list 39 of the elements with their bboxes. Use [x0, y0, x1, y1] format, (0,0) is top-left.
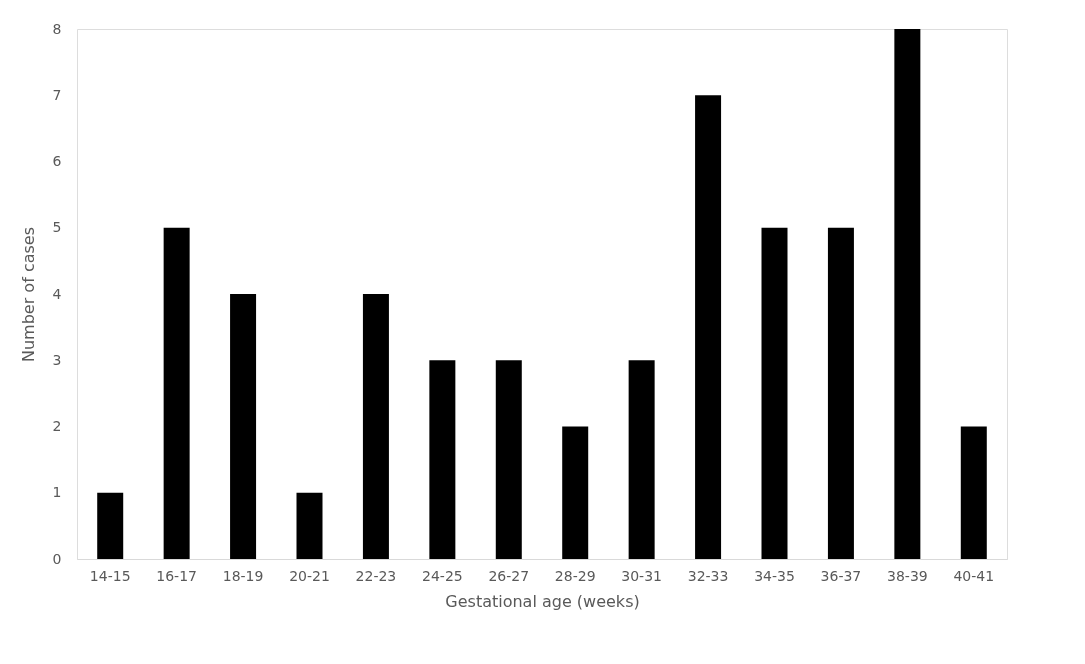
x-tick-label: 26-27: [488, 567, 530, 584]
y-tick-label: 8: [52, 20, 62, 37]
x-tick-label: 36-37: [820, 567, 862, 584]
y-tick-label: 3: [52, 351, 62, 368]
x-tick-label: 20-21: [289, 567, 330, 584]
x-axis-title: Gestational age (weeks): [445, 591, 640, 611]
x-tick-label: 22-23: [355, 567, 397, 584]
y-axis-title: Number of cases: [18, 227, 38, 362]
bar: [827, 227, 854, 559]
x-tick-label: 30-31: [621, 567, 662, 584]
y-tick-label: 0: [52, 550, 62, 567]
bar: [163, 227, 190, 559]
y-tick-label: 7: [52, 86, 62, 103]
bar: [230, 294, 257, 559]
bar: [97, 492, 124, 559]
bar: [362, 294, 389, 559]
bar: [562, 426, 589, 559]
bar: [761, 227, 788, 559]
y-tick-label: 2: [52, 418, 62, 434]
bar: [960, 426, 987, 559]
y-tick-label: 6: [52, 153, 62, 169]
y-tick-label: 1: [52, 484, 62, 501]
bar: [495, 360, 522, 559]
bar: [628, 360, 655, 559]
x-tick-label: 24-25: [422, 567, 463, 584]
x-tick-label: 40-41: [953, 567, 995, 584]
x-tick-label: 14-15: [89, 567, 131, 584]
bar: [695, 95, 722, 559]
bar: [894, 29, 921, 559]
y-tick-label: 5: [52, 219, 62, 236]
x-tick-label: 38-39: [887, 567, 928, 584]
x-tick-label: 28-29: [554, 567, 596, 584]
x-tick-label: 34-35: [754, 567, 795, 584]
bar: [296, 492, 323, 559]
x-tick-label: 32-33: [687, 567, 729, 584]
x-tick-label: 16-17: [156, 567, 197, 584]
x-tick-label: 18-19: [222, 567, 264, 584]
bar: [429, 360, 456, 559]
y-tick-label: 4: [52, 285, 62, 302]
